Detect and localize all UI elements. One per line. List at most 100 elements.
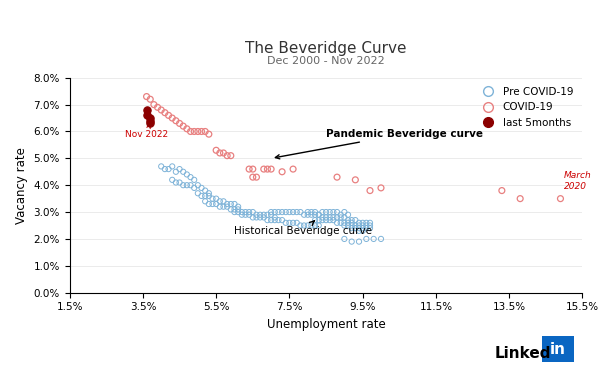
Point bbox=[362, 236, 371, 242]
Point bbox=[284, 220, 294, 226]
Point bbox=[244, 166, 254, 172]
Point bbox=[317, 209, 327, 215]
Point bbox=[336, 215, 346, 220]
Point bbox=[325, 215, 335, 220]
Point bbox=[369, 236, 379, 242]
Point bbox=[362, 223, 371, 229]
Point bbox=[354, 239, 364, 245]
Point bbox=[328, 209, 338, 215]
Point bbox=[288, 166, 298, 172]
Point bbox=[178, 169, 188, 175]
Point bbox=[208, 201, 217, 207]
Point bbox=[365, 220, 375, 226]
Point bbox=[185, 182, 195, 188]
Point bbox=[343, 217, 353, 223]
Point bbox=[314, 223, 324, 229]
Point bbox=[351, 225, 360, 231]
Point bbox=[244, 209, 254, 215]
Point bbox=[233, 206, 243, 212]
Legend: Pre COVID-19, COVID-19, last 5months: Pre COVID-19, COVID-19, last 5months bbox=[473, 83, 577, 132]
Point bbox=[273, 209, 283, 215]
Point bbox=[263, 166, 273, 172]
Point bbox=[365, 225, 375, 231]
Point bbox=[146, 120, 155, 126]
Point bbox=[185, 174, 195, 180]
Point bbox=[219, 198, 228, 204]
Point bbox=[153, 105, 163, 110]
Point bbox=[189, 177, 199, 183]
Point bbox=[354, 225, 364, 231]
Point bbox=[259, 212, 269, 218]
Point bbox=[277, 169, 287, 175]
Point bbox=[230, 201, 239, 207]
Point bbox=[226, 201, 236, 207]
Point bbox=[336, 220, 346, 226]
Point bbox=[142, 112, 152, 118]
Point bbox=[226, 206, 236, 212]
Point bbox=[321, 209, 331, 215]
Text: Dec 2000 - Nov 2022: Dec 2000 - Nov 2022 bbox=[267, 56, 385, 66]
Y-axis label: Vacancy rate: Vacancy rate bbox=[15, 147, 28, 224]
Point bbox=[317, 215, 327, 220]
Point bbox=[317, 217, 327, 223]
Point bbox=[328, 215, 338, 220]
Point bbox=[314, 212, 324, 218]
Point bbox=[310, 223, 320, 229]
Point bbox=[204, 201, 214, 207]
Point bbox=[351, 225, 360, 231]
Point bbox=[343, 220, 353, 226]
Point bbox=[222, 153, 232, 159]
Point bbox=[263, 212, 273, 218]
Point bbox=[174, 120, 184, 126]
Point bbox=[332, 209, 342, 215]
Point bbox=[358, 220, 368, 226]
Point bbox=[303, 212, 313, 218]
Point bbox=[306, 209, 316, 215]
Point bbox=[325, 217, 335, 223]
Text: Pandemic Beveridge curve: Pandemic Beveridge curve bbox=[275, 129, 483, 159]
Point bbox=[281, 209, 290, 215]
Point bbox=[211, 201, 221, 207]
Point bbox=[237, 212, 247, 218]
Text: in: in bbox=[550, 342, 566, 357]
Point bbox=[149, 102, 159, 107]
Point bbox=[215, 150, 225, 156]
Point bbox=[230, 209, 239, 215]
Point bbox=[196, 128, 206, 134]
Point bbox=[241, 212, 251, 218]
Point bbox=[189, 185, 199, 191]
Point bbox=[178, 123, 188, 129]
Point bbox=[182, 126, 192, 132]
Point bbox=[167, 115, 177, 121]
Point bbox=[204, 190, 214, 196]
Point bbox=[157, 163, 166, 169]
Point bbox=[266, 166, 276, 172]
Point bbox=[347, 220, 357, 226]
X-axis label: Unemployment rate: Unemployment rate bbox=[266, 318, 386, 331]
Point bbox=[354, 228, 364, 234]
Text: Linked: Linked bbox=[494, 346, 551, 361]
Point bbox=[244, 212, 254, 218]
Point bbox=[328, 217, 338, 223]
Point bbox=[343, 212, 353, 218]
Point bbox=[270, 215, 280, 220]
Point bbox=[303, 209, 313, 215]
Point bbox=[299, 212, 309, 218]
Point bbox=[354, 220, 364, 226]
Point bbox=[178, 182, 188, 188]
Point bbox=[174, 180, 184, 185]
Point bbox=[252, 174, 262, 180]
Point bbox=[321, 217, 331, 223]
Point bbox=[222, 204, 232, 210]
Point bbox=[310, 217, 320, 223]
Point bbox=[146, 115, 155, 121]
Point bbox=[306, 223, 316, 229]
Point bbox=[277, 209, 287, 215]
Point bbox=[376, 236, 386, 242]
Point bbox=[160, 110, 170, 116]
Point bbox=[358, 228, 368, 234]
Point bbox=[347, 225, 357, 231]
Point bbox=[248, 166, 258, 172]
Point bbox=[185, 128, 195, 134]
Point bbox=[340, 209, 349, 215]
